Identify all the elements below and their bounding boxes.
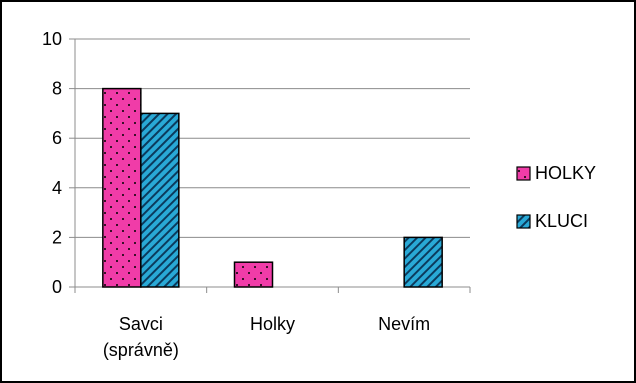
legend-swatch-holky [516, 166, 531, 181]
bar-kluci-0 [140, 112, 180, 288]
bar-kluci-2 [403, 236, 443, 288]
y-tick-label: 4 [52, 178, 62, 198]
y-tick-label: 0 [52, 277, 62, 297]
bars [102, 87, 443, 288]
y-tick-label: 2 [52, 227, 62, 247]
y-tick-label: 6 [52, 128, 62, 148]
bar-holky-1 [233, 261, 274, 288]
bar-holky-0 [102, 87, 142, 288]
axis-labels: 0 2 4 6 8 10 Savci (správně) Holky Nevím [42, 29, 430, 360]
x-category-label: Savci [119, 314, 163, 334]
legend-swatch-kluci [516, 214, 531, 229]
y-tick-label: 10 [42, 29, 62, 49]
x-category-label: Nevím [378, 314, 430, 334]
x-category-label: Holky [250, 314, 295, 334]
legend-label-kluci: KLUCI [535, 211, 588, 231]
legend-label-holky: HOLKY [535, 163, 596, 183]
x-category-label: (správně) [103, 340, 179, 360]
legend: HOLKY KLUCI [516, 163, 596, 231]
y-tick-label: 8 [52, 79, 62, 99]
